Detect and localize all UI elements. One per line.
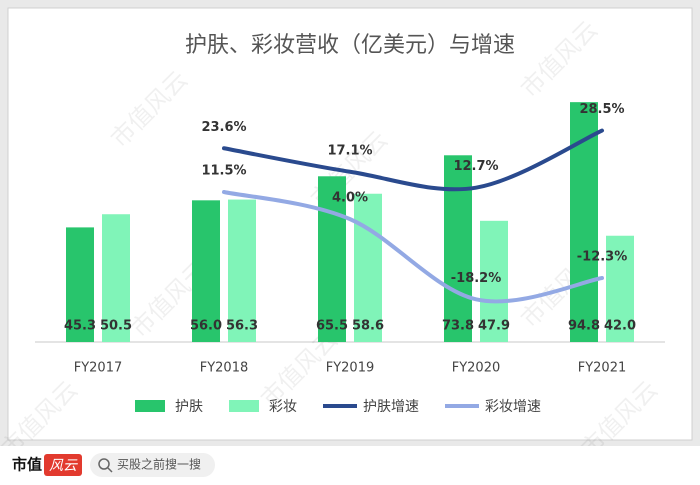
search-icon: [98, 458, 110, 470]
legend-swatch: [135, 400, 165, 412]
bar: [102, 214, 130, 342]
search-box[interactable]: [90, 453, 215, 477]
bar: [192, 200, 220, 342]
x-tick-label: FY2018: [200, 361, 249, 376]
bar: [606, 235, 634, 342]
search-icon-handle: [107, 467, 113, 473]
bar: [444, 155, 472, 342]
footer-logo: 风云: [49, 458, 78, 474]
line-value-label: 28.5%: [579, 102, 624, 117]
bar: [228, 199, 256, 342]
legend-label: 彩妆: [269, 399, 297, 415]
legend-label: 护肤增速: [363, 399, 419, 415]
bar: [354, 193, 382, 342]
bar-value-label: 56.3: [226, 319, 258, 334]
line-value-label: -18.2%: [451, 271, 502, 286]
line-value-label: 17.1%: [327, 143, 372, 158]
footer-logo-box: [44, 454, 82, 476]
line-value-label: 4.0%: [332, 191, 368, 206]
bar: [318, 176, 346, 342]
bar-value-label: 45.3: [64, 319, 96, 334]
bar: [66, 227, 94, 342]
legend-swatch: [229, 400, 259, 412]
legend-label: 彩妆增速: [485, 399, 541, 415]
x-tick-label: FY2017: [74, 361, 123, 376]
footer-brand: 市值: [12, 456, 42, 474]
bar-value-label: 58.6: [352, 319, 384, 334]
bar-value-label: 47.9: [478, 319, 510, 334]
legend-label: 护肤: [175, 399, 203, 415]
x-tick-label: FY2020: [452, 361, 501, 376]
chart-title: 护肤、彩妆营收（亿美元）与增速: [185, 33, 515, 58]
bar-value-label: 50.5: [100, 319, 132, 334]
line-value-label: 11.5%: [201, 164, 246, 179]
line-value-label: 23.6%: [201, 120, 246, 135]
line-value-label: -12.3%: [577, 250, 628, 265]
x-tick-label: FY2019: [326, 361, 375, 376]
bar: [480, 220, 508, 342]
bar-value-label: 56.0: [190, 319, 222, 334]
line: [222, 190, 604, 304]
bar-value-label: 65.5: [316, 319, 348, 334]
bar-value-label: 94.8: [568, 319, 600, 334]
bar-value-label: 73.8: [442, 319, 474, 334]
bar-value-label: 42.0: [604, 319, 636, 334]
x-tick-label: FY2021: [578, 361, 627, 376]
line-value-label: 12.7%: [453, 159, 498, 174]
line: [222, 128, 604, 192]
search-placeholder: 买股之前搜一搜: [117, 457, 201, 472]
